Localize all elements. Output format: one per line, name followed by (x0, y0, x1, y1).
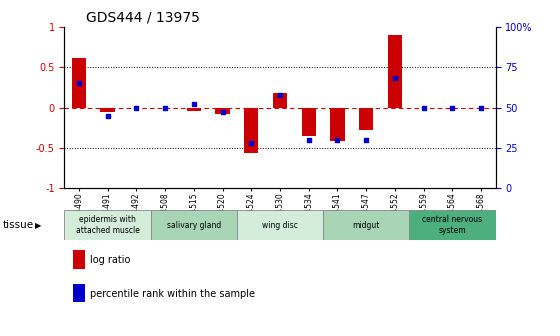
Bar (72, 57, 86, 108)
Point (362, 137, 371, 142)
Point (103, 113, 112, 118)
Bar (100, 108, 115, 112)
Text: ▶: ▶ (35, 221, 42, 229)
Bar (244, 108, 259, 154)
Bar (215, 108, 230, 114)
Text: wing disc: wing disc (262, 221, 298, 229)
Bar (237, 210, 323, 240)
Bar (409, 210, 496, 240)
Bar (151, 210, 237, 240)
Text: midgut: midgut (353, 221, 380, 229)
Text: central nervous
system: central nervous system (422, 215, 483, 235)
Point (74, 81, 83, 86)
Point (247, 140, 256, 146)
Point (304, 137, 313, 142)
Bar (64, 210, 151, 240)
Bar (388, 35, 402, 108)
Point (132, 105, 141, 110)
Point (419, 105, 428, 110)
Text: log ratio: log ratio (90, 255, 130, 265)
Point (218, 110, 227, 115)
Text: epidermis with
attached muscle: epidermis with attached muscle (76, 215, 139, 235)
Point (189, 101, 198, 107)
Text: percentile rank within the sample: percentile rank within the sample (90, 289, 255, 299)
Bar (323, 210, 409, 240)
Text: tissue: tissue (3, 220, 34, 230)
Bar (330, 108, 345, 141)
Point (477, 105, 486, 110)
Point (448, 105, 457, 110)
Bar (359, 108, 374, 130)
Bar (186, 108, 201, 111)
Point (161, 105, 170, 110)
Text: GDS444 / 13975: GDS444 / 13975 (86, 10, 200, 24)
Bar (302, 108, 316, 136)
Bar (273, 93, 287, 108)
Point (276, 92, 284, 97)
Point (390, 76, 399, 81)
Text: salivary gland: salivary gland (167, 221, 221, 229)
Point (333, 137, 342, 142)
